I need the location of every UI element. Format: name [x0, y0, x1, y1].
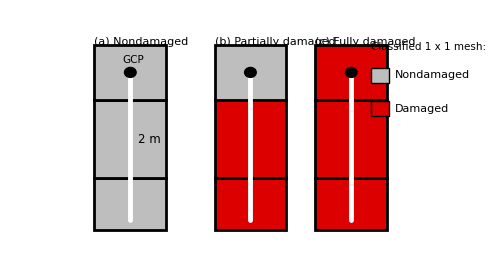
Bar: [94, 178, 166, 230]
Text: (a) Nondamaged: (a) Nondamaged: [94, 37, 188, 47]
Text: (c) Fully damaged: (c) Fully damaged: [316, 37, 416, 47]
Bar: [370, 101, 389, 116]
Text: GCP: GCP: [122, 55, 144, 65]
Text: (b) Partially damaged: (b) Partially damaged: [214, 37, 335, 47]
Bar: [316, 44, 387, 100]
Bar: [94, 44, 166, 100]
Bar: [214, 100, 286, 178]
Bar: [214, 44, 286, 100]
Text: Damaged: Damaged: [395, 103, 449, 114]
Bar: [370, 68, 389, 83]
Ellipse shape: [244, 68, 256, 77]
Text: 2 m: 2 m: [138, 133, 161, 146]
Bar: [214, 178, 286, 230]
Bar: [316, 100, 387, 178]
Text: Nondamaged: Nondamaged: [395, 70, 470, 80]
Bar: [94, 100, 166, 178]
Ellipse shape: [346, 68, 357, 77]
Ellipse shape: [124, 68, 136, 77]
Bar: [316, 178, 387, 230]
Text: Classified 1 x 1 mesh:: Classified 1 x 1 mesh:: [370, 43, 486, 53]
